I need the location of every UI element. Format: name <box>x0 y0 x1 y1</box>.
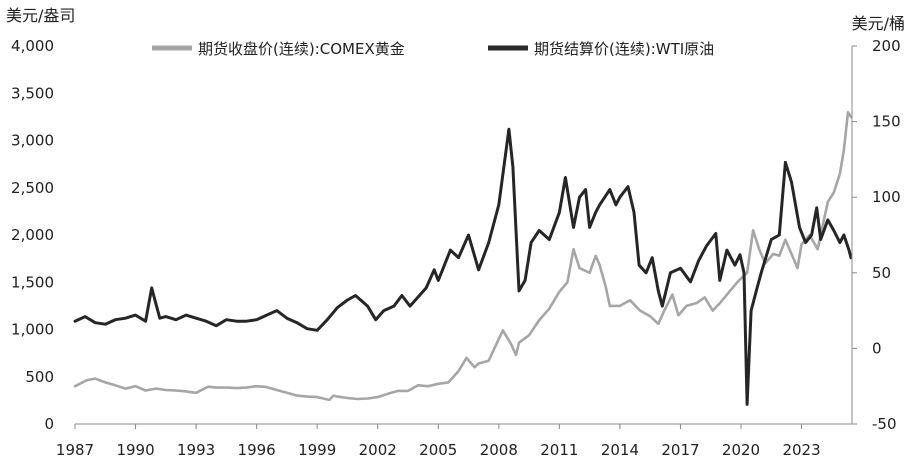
right-tick-label: 100 <box>872 188 901 206</box>
left-axis-unit: 美元/盎司 <box>6 6 75 25</box>
left-tick-label: 1,500 <box>11 273 54 291</box>
right-tick-label: 200 <box>872 37 901 55</box>
series-layer <box>73 110 853 406</box>
x-tick-label: 2002 <box>359 441 397 459</box>
x-tick-label: 1987 <box>56 441 94 459</box>
left-tick-label: 2,500 <box>11 179 54 197</box>
series-line-oil <box>73 127 853 406</box>
legend-label-oil: 期货结算价(连续):WTI原油 <box>534 40 714 58</box>
right-tick-label: 50 <box>872 264 891 282</box>
x-tick-label: 2005 <box>419 441 457 459</box>
left-tick-label: 3,000 <box>11 132 54 150</box>
left-axis: 0 500 1,000 1,500 2,000 2,500 3,000 3,500 4,000 <box>11 37 54 433</box>
right-axis-unit: 美元/桶 <box>852 14 905 33</box>
left-tick-label: 500 <box>25 368 54 386</box>
x-tick-label: 2011 <box>540 441 578 459</box>
x-tick-label: 2020 <box>722 441 760 459</box>
series-line-gold <box>73 110 853 402</box>
left-tick-label: 0 <box>44 415 54 433</box>
legend-label-gold: 期货收盘价(连续):COMEX黄金 <box>198 40 405 58</box>
right-tick-label: 0 <box>872 339 882 357</box>
x-axis: 1987 1990 1993 1996 1999 2002 2005 2008 2011 2014… <box>56 424 821 459</box>
left-tick-label: 4,000 <box>11 37 54 55</box>
left-tick-label: 2,000 <box>11 226 54 244</box>
x-tick-label: 2023 <box>782 441 820 459</box>
x-tick-label: 2008 <box>480 441 518 459</box>
x-tick-label: 1990 <box>116 441 154 459</box>
x-tick-label: 1996 <box>238 441 276 459</box>
right-tick-label: 150 <box>872 113 901 131</box>
left-tick-label: 3,500 <box>11 84 54 102</box>
legend: 期货收盘价(连续):COMEX黄金 期货结算价(连续):WTI原油 <box>152 40 714 58</box>
x-tick-label: 1999 <box>298 441 336 459</box>
x-tick-label: 1993 <box>177 441 215 459</box>
right-tick-label: -50 <box>872 415 897 433</box>
left-tick-label: 1,000 <box>11 321 54 339</box>
x-tick-label: 2017 <box>661 441 699 459</box>
right-axis: -50 0 50 100 150 200 <box>852 37 901 433</box>
x-tick-label: 2014 <box>601 441 639 459</box>
